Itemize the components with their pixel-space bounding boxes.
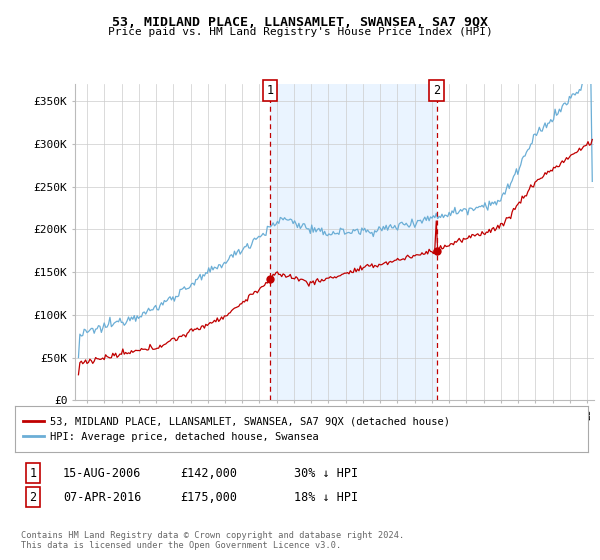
Text: 18% ↓ HPI: 18% ↓ HPI (294, 491, 358, 504)
Text: 53, MIDLAND PLACE, LLANSAMLET, SWANSEA, SA7 9QX: 53, MIDLAND PLACE, LLANSAMLET, SWANSEA, … (112, 16, 488, 29)
Text: £175,000: £175,000 (180, 491, 237, 504)
Legend: 53, MIDLAND PLACE, LLANSAMLET, SWANSEA, SA7 9QX (detached house), HPI: Average p: 53, MIDLAND PLACE, LLANSAMLET, SWANSEA, … (19, 412, 455, 446)
Text: 30% ↓ HPI: 30% ↓ HPI (294, 466, 358, 480)
Text: 1: 1 (267, 84, 274, 97)
Text: Price paid vs. HM Land Registry's House Price Index (HPI): Price paid vs. HM Land Registry's House … (107, 27, 493, 37)
Text: 2: 2 (433, 84, 440, 97)
Bar (270, 84, 437, 400)
Text: 15-AUG-2006: 15-AUG-2006 (63, 466, 142, 480)
Text: 1: 1 (29, 466, 37, 480)
Text: Contains HM Land Registry data © Crown copyright and database right 2024.
This d: Contains HM Land Registry data © Crown c… (21, 530, 404, 550)
Text: 2: 2 (29, 491, 37, 504)
Text: 07-APR-2016: 07-APR-2016 (63, 491, 142, 504)
Text: £142,000: £142,000 (180, 466, 237, 480)
